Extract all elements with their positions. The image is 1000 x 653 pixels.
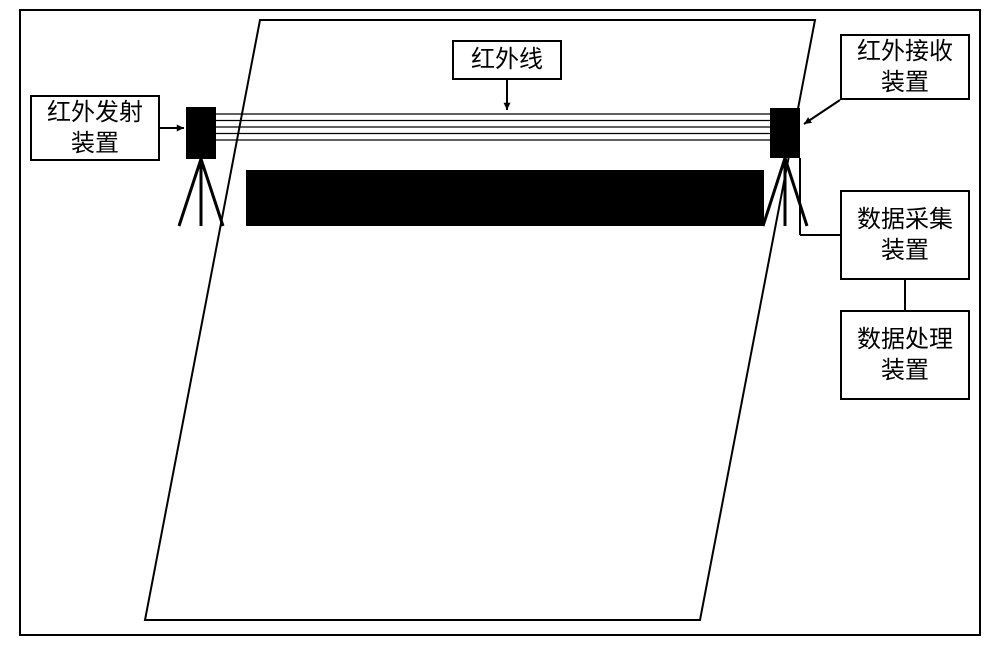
infrared-label-box: 红外线 [452, 40, 562, 80]
receiver-label: 红外接收 装置 [857, 36, 953, 98]
collector-label: 数据采集 装置 [857, 204, 953, 266]
processor-label: 数据处理 装置 [857, 324, 953, 386]
transmitter-label: 红外发射 装置 [47, 97, 143, 159]
transmitter-label-box: 红外发射 装置 [30, 95, 160, 161]
processor-label-box: 数据处理 装置 [840, 310, 970, 400]
collector-label-box: 数据采集 装置 [840, 190, 970, 280]
infrared-label: 红外线 [471, 44, 543, 75]
receiver-label-box: 红外接收 装置 [840, 34, 970, 100]
